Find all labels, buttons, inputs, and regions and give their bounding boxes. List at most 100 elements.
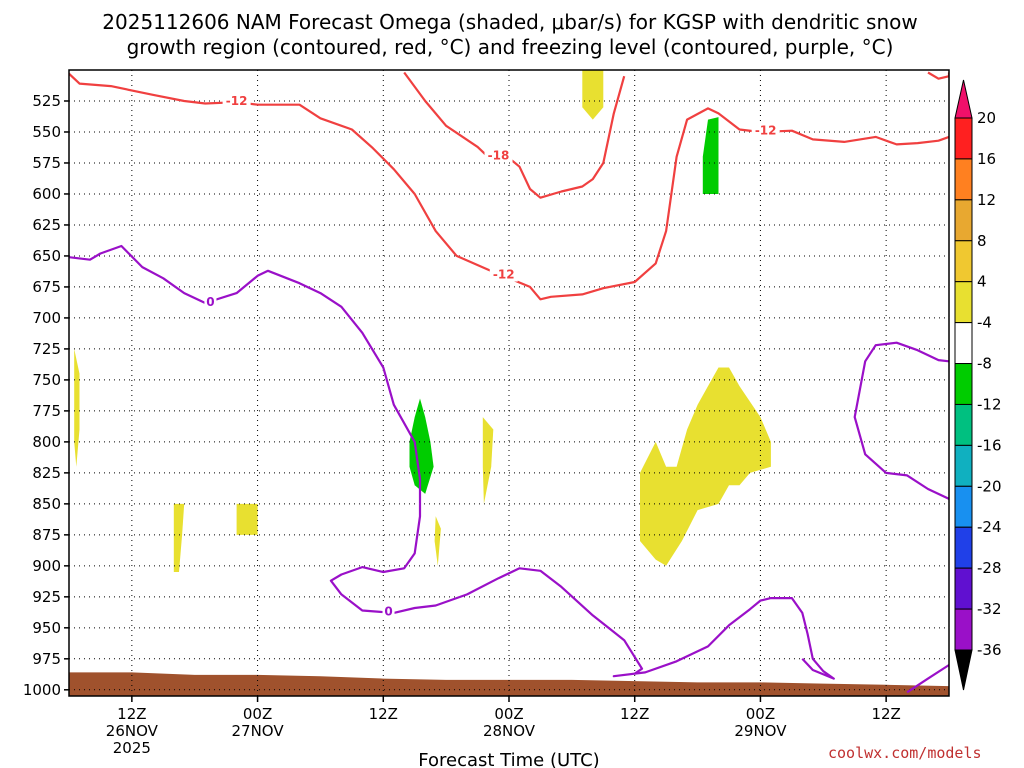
contour-label-4: 0 xyxy=(206,295,214,309)
contour-label-bg-0 xyxy=(222,93,251,108)
colorbar-box-10 xyxy=(954,526,973,569)
omega-neg-2 xyxy=(702,117,719,194)
contour-label-bg-1 xyxy=(484,148,513,163)
contour-label-bg-5 xyxy=(382,604,395,619)
contour-label-5: 0 xyxy=(384,605,392,619)
y-tick-label-975: 975 xyxy=(32,650,61,668)
x-tick-label-6-3: 2025 xyxy=(113,739,151,757)
x-tick-label-42-1: 00Z xyxy=(494,705,523,723)
colorbar-box-12 xyxy=(954,608,973,651)
x-tick-label-30-1: 12Z xyxy=(369,705,398,723)
colorbar-box-5 xyxy=(954,322,973,365)
contour-freezing-level xyxy=(69,244,835,680)
y-tick-label-1000: 1000 xyxy=(23,681,61,699)
x-axis-label: Forecast Time (UTC) xyxy=(418,750,599,768)
x-tick-label-18-1: 00Z xyxy=(243,705,272,723)
colorbar-label-5: -4 xyxy=(977,314,992,332)
omega-pos-7 xyxy=(640,367,771,566)
colorbar-box-11 xyxy=(954,567,973,610)
omega-pos-2 xyxy=(173,503,185,572)
x-tick-label-42-2: 28NOV xyxy=(483,722,536,740)
contour-label-layer: -12 -18 -12 -12 0 0 xyxy=(204,93,780,619)
x-tick-label-54-1: 12Z xyxy=(620,705,649,723)
colorbar-label-6: -8 xyxy=(977,355,992,373)
y-tick-label-775: 775 xyxy=(32,402,61,420)
colorbar-label-3: 8 xyxy=(977,232,987,250)
y-tick-label-725: 725 xyxy=(32,340,61,358)
colorbar-label-12: -32 xyxy=(977,600,1002,618)
y-tick-label-950: 950 xyxy=(32,619,61,637)
colorbar-label-8: -16 xyxy=(977,436,1002,454)
x-tick-label-6-2: 26NOV xyxy=(106,722,159,740)
colorbar-box-0 xyxy=(954,117,973,160)
x-tick-label-78-1: 12Z xyxy=(871,705,900,723)
colorbar-label-2: 12 xyxy=(977,191,996,209)
y-tick-label-850: 850 xyxy=(32,495,61,513)
y-axis: 525 550 575 600 625 650 675 700 725 750 775 800 825 8… xyxy=(23,92,69,699)
contour-label-bg-4 xyxy=(204,294,217,309)
x-tick-label-6-1: 12Z xyxy=(117,705,146,723)
y-tick-label-550: 550 xyxy=(32,123,61,141)
x-tick-label-66-1: 00Z xyxy=(746,705,775,723)
contour-label-bg-3 xyxy=(751,123,780,138)
colorbar-top-arrow xyxy=(954,79,973,119)
colorbar-label-13: -36 xyxy=(977,641,1002,659)
omega-pos-6 xyxy=(582,70,604,120)
omega-pos-5 xyxy=(482,417,494,504)
colorbar-box-4 xyxy=(954,281,973,324)
contour-freezing-level-right-upper xyxy=(853,341,949,500)
colorbar-box-2 xyxy=(954,199,973,242)
x-tick-label-66-2: 29NOV xyxy=(734,722,787,740)
colorbar-box-7 xyxy=(954,403,973,446)
colorbar-box-1 xyxy=(954,158,973,201)
contour-dendritic-top-right xyxy=(927,71,949,80)
colorbar-box-3 xyxy=(954,240,973,283)
contour-freezing-level-right xyxy=(906,664,949,694)
omega-shading-layer xyxy=(74,70,771,572)
colorbar-label-9: -20 xyxy=(977,477,1002,495)
colorbar-label-4: 4 xyxy=(977,273,987,291)
contour-label-2: -12 xyxy=(493,268,515,282)
omega-pos-4 xyxy=(434,516,441,566)
y-tick-label-825: 825 xyxy=(32,464,61,482)
plot-area xyxy=(69,70,949,696)
contour-label-1: -18 xyxy=(488,149,510,163)
colorbar-label-7: -12 xyxy=(977,395,1002,413)
y-tick-label-900: 900 xyxy=(32,557,61,575)
colorbar-box-8 xyxy=(954,444,973,487)
contour-dendritic-lower xyxy=(403,71,626,199)
y-tick-label-625: 625 xyxy=(32,216,61,234)
chart-title-line2: growth region (contoured, red, °C) and f… xyxy=(127,35,894,59)
omega-pos-1 xyxy=(74,348,80,467)
colorbar-box-9 xyxy=(954,485,973,528)
omega-neg-1 xyxy=(409,398,434,494)
colorbar-label-11: -28 xyxy=(977,559,1002,577)
y-tick-label-675: 675 xyxy=(32,278,61,296)
colorbar-label-0: 20 xyxy=(977,109,996,127)
y-tick-label-650: 650 xyxy=(32,247,61,265)
y-tick-label-575: 575 xyxy=(32,154,61,172)
grid-layer xyxy=(69,70,949,696)
contour-layer xyxy=(69,71,949,694)
contour-label-0: -12 xyxy=(226,94,248,108)
y-tick-label-925: 925 xyxy=(32,588,61,606)
y-tick-label-525: 525 xyxy=(32,92,61,110)
credit-text: coolwx.com/models xyxy=(828,744,982,762)
y-tick-label-800: 800 xyxy=(32,433,61,451)
colorbar-label-10: -24 xyxy=(977,518,1002,536)
y-tick-label-750: 750 xyxy=(32,371,61,389)
colorbar: 20 16 12 8 4 -4 -8 -12 -16 -20 -24 -28 -32 -36 xyxy=(954,79,1002,691)
y-tick-label-700: 700 xyxy=(32,309,61,327)
colorbar-label-1: 16 xyxy=(977,150,996,168)
y-tick-label-600: 600 xyxy=(32,185,61,203)
contour-label-3: -12 xyxy=(755,124,777,138)
contour-label-bg-2 xyxy=(489,267,518,282)
colorbar-box-6 xyxy=(954,363,973,405)
colorbar-bottom-arrow xyxy=(954,649,973,691)
x-tick-label-18-2: 27NOV xyxy=(232,722,285,740)
chart-title-line1: 2025112606 NAM Forecast Omega (shaded, μ… xyxy=(102,10,917,34)
y-tick-label-875: 875 xyxy=(32,526,61,544)
omega-pos-3 xyxy=(236,503,258,535)
